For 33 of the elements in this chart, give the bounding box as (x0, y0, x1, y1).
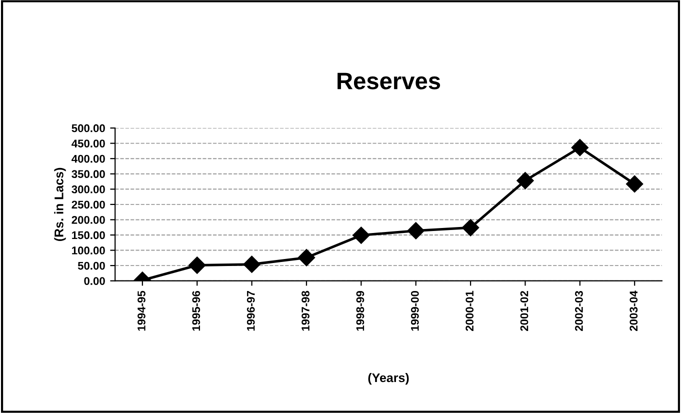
y-tick-label: 300.00 (72, 185, 105, 194)
x-tick-label: 1996-97 (246, 291, 255, 331)
point (462, 219, 480, 236)
x-axis-title: (Years) (368, 373, 409, 385)
y-tick-label: 400.00 (72, 154, 105, 163)
y-tick-label: 350.00 (72, 170, 105, 178)
y-tick-label: 100.00 (72, 246, 105, 254)
point (188, 256, 206, 274)
point (243, 256, 260, 273)
x-tick-label: 2002-03 (575, 290, 583, 331)
y-tick-label: 150.00 (72, 231, 105, 240)
point (407, 222, 424, 240)
x-tick-label: 2003-04 (630, 290, 638, 331)
point (516, 172, 534, 190)
chart-title: Reserves (338, 72, 440, 90)
x-tick-label: 1995-96 (192, 290, 200, 331)
x-tick-label: 1999-00 (410, 291, 419, 331)
y-tick-label: 0.00 (84, 277, 105, 285)
point (626, 175, 644, 193)
y-axis-title: (Rs. in Lacs) (54, 168, 66, 241)
y-tick-label: 250.00 (72, 200, 105, 209)
x-tick-label: 1994-95 (138, 290, 146, 331)
x-tick-label: 1998-99 (356, 290, 364, 331)
y-tick-label: 50.00 (78, 262, 105, 270)
point (298, 249, 316, 266)
y-tick-label: 450.00 (72, 140, 105, 148)
point (571, 139, 588, 156)
x-tick-label: 2000-01 (466, 290, 474, 331)
x-tick-label: 2001-02 (520, 291, 528, 331)
x-tick-label: 1997-98 (302, 290, 310, 331)
y-tick-label: 500.00 (72, 124, 105, 132)
y-tick-label: 200.00 (72, 216, 105, 224)
point (352, 226, 370, 244)
